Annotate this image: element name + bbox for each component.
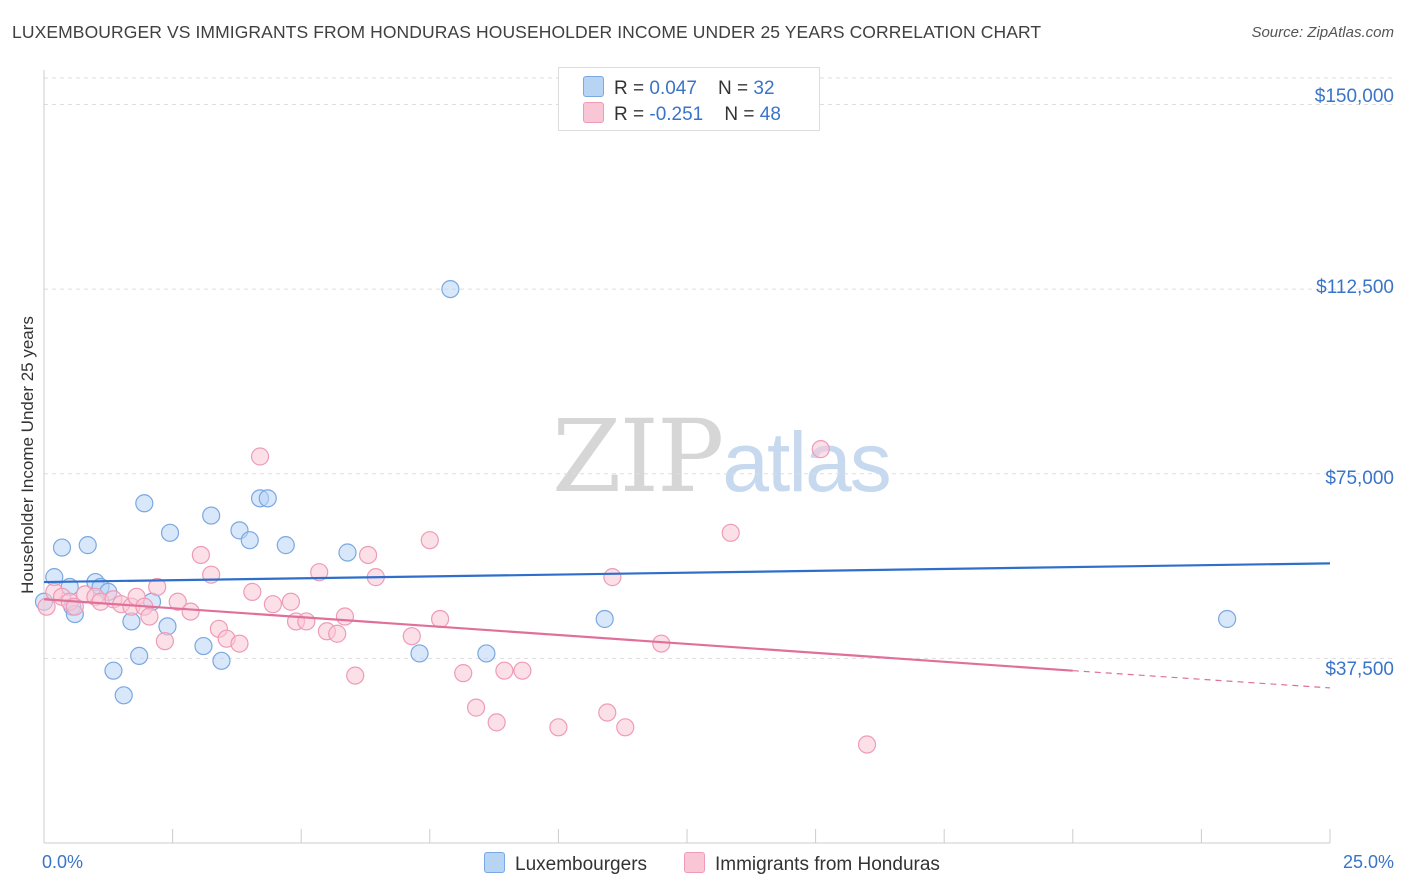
point-honduras-17 — [181, 602, 200, 621]
point-honduras-26 — [281, 592, 301, 611]
point-luxembourgers-16 — [158, 617, 177, 636]
series-legend: Luxembourgers Immigrants from Honduras — [0, 852, 1406, 878]
legend-label: Luxembourgers — [515, 854, 648, 875]
point-honduras-41 — [487, 713, 506, 732]
point-honduras-32 — [335, 607, 355, 626]
point-honduras-43 — [513, 661, 532, 680]
point-luxembourgers-25 — [276, 536, 295, 555]
point-honduras-29 — [310, 563, 329, 582]
point-honduras-15 — [155, 632, 174, 651]
legend-n-value: 48 — [759, 104, 781, 125]
legend-row-luxembourgers: R = 0.047 N = 32 — [583, 76, 775, 100]
point-luxembourgers-13 — [130, 646, 149, 666]
point-honduras-45 — [598, 703, 617, 722]
point-honduras-33 — [346, 666, 365, 685]
point-luxembourgers-22 — [240, 531, 259, 550]
point-honduras-0 — [37, 597, 56, 616]
x-tick-label-max: 25.0% — [1342, 852, 1394, 872]
point-luxembourgers-29 — [477, 644, 496, 663]
legend-row-honduras: R = -0.251 N = 48 — [583, 102, 781, 126]
point-luxembourgers-24 — [258, 489, 277, 508]
point-honduras-16 — [168, 592, 187, 611]
point-honduras-50 — [811, 440, 830, 459]
point-honduras-42 — [495, 661, 514, 680]
y-tick-label-112500: $112,500 — [1316, 277, 1394, 298]
legend-r-value: -0.251 — [649, 104, 704, 125]
legend-swatch-pink — [684, 852, 705, 873]
chart-title: LUXEMBOURGER VS IMMIGRANTS FROM HONDURAS… — [12, 22, 1042, 42]
legend-r-label: R = — [614, 104, 650, 125]
point-honduras-34 — [358, 545, 378, 565]
point-honduras-14 — [148, 577, 167, 597]
legend-r-value: 0.047 — [649, 78, 697, 99]
point-luxembourgers-30 — [595, 609, 614, 629]
x-tick-label-min: 0.0% — [42, 852, 84, 872]
point-honduras-46 — [603, 568, 622, 587]
point-honduras-39 — [454, 664, 473, 683]
point-honduras-36 — [402, 627, 421, 646]
watermark: ZIPatlas — [552, 398, 892, 515]
y-axis-label: Householder Income Under 25 years — [18, 316, 37, 594]
trendline-honduras-extension — [1072, 670, 1331, 689]
watermark-atlas: atlas — [722, 415, 891, 509]
legend-swatch-pink — [583, 102, 604, 123]
source-note: Source: ZipAtlas.com — [1251, 24, 1394, 41]
point-honduras-38 — [430, 609, 450, 629]
point-luxembourgers-2 — [52, 538, 72, 557]
legend-n-label: N = — [718, 78, 754, 99]
point-luxembourgers-27 — [441, 279, 460, 299]
legend-n-value: 32 — [753, 78, 775, 99]
point-luxembourgers-31 — [1218, 609, 1237, 629]
point-luxembourgers-11 — [114, 686, 133, 705]
trendline-honduras — [43, 598, 1073, 672]
y-tick-label-75000: $75,000 — [1325, 468, 1394, 489]
point-honduras-25 — [263, 595, 283, 614]
point-luxembourgers-20 — [212, 651, 231, 670]
point-luxembourgers-28 — [410, 644, 429, 663]
point-honduras-51 — [857, 735, 877, 754]
legend-r-label: R = — [614, 78, 650, 99]
legend-item-luxembourgers: Luxembourgers — [484, 852, 647, 876]
point-honduras-22 — [230, 634, 249, 653]
point-luxembourgers-17 — [160, 523, 180, 542]
legend-item-honduras: Immigrants from Honduras — [684, 852, 940, 876]
watermark-zip: ZIP — [552, 398, 724, 515]
legend-swatch-blue — [583, 76, 604, 97]
point-honduras-37 — [420, 531, 439, 550]
point-luxembourgers-26 — [338, 543, 357, 562]
point-luxembourgers-6 — [78, 536, 97, 555]
point-luxembourgers-19 — [202, 506, 221, 525]
point-honduras-49 — [721, 523, 740, 542]
point-luxembourgers-10 — [104, 661, 123, 680]
point-honduras-24 — [250, 447, 270, 466]
legend-swatch-blue — [484, 852, 505, 873]
correlation-legend: R = 0.047 N = 32 R = -0.251 N = 48 — [558, 67, 820, 131]
point-honduras-23 — [243, 582, 262, 601]
point-luxembourgers-14 — [135, 494, 154, 513]
point-honduras-13 — [140, 607, 159, 626]
y-tick-label-37500: $37,500 — [1325, 659, 1394, 680]
trendline-luxembourgers — [43, 562, 1331, 584]
legend-label: Immigrants from Honduras — [715, 854, 940, 875]
legend-n-label: N = — [724, 104, 760, 125]
point-honduras-28 — [297, 612, 316, 631]
point-luxembourgers-18 — [194, 636, 213, 656]
point-honduras-44 — [549, 718, 568, 737]
point-honduras-18 — [191, 545, 210, 565]
point-honduras-47 — [616, 718, 635, 737]
point-honduras-31 — [328, 624, 347, 643]
point-honduras-40 — [466, 698, 486, 717]
y-tick-label-150000: $150,000 — [1314, 86, 1394, 107]
